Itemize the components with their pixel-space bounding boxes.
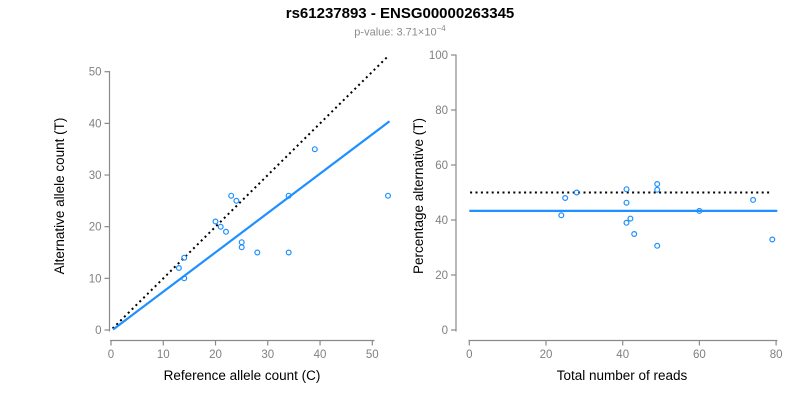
data-point [558,212,565,219]
fit-line [112,120,391,331]
y-tick-label: 80 [435,105,448,117]
data-point [217,223,224,230]
y-axis-label: Alternative allele count (T) [52,118,67,275]
data-point [654,181,661,188]
y-tick-label: 0 [442,325,448,337]
data-point [627,215,634,222]
data-point [238,239,245,246]
y-tick-label: 30 [89,170,102,182]
y-tick-label: 0 [95,325,101,337]
data-point [238,244,245,251]
data-point [623,219,630,226]
y-tick-label: 40 [435,215,448,227]
data-point [750,196,757,203]
data-point [623,199,630,206]
data-point [181,275,188,282]
data-point [385,192,392,199]
data-point [228,192,235,199]
data-point [175,265,182,272]
x-axis-label: Total number of reads [557,368,688,383]
data-point [212,218,219,225]
data-point [562,195,569,202]
identity-line [111,55,389,330]
p-value-text: p-value: 3.71×10 [354,26,437,39]
data-point [573,189,580,196]
data-point [233,197,240,204]
y-tick-label: 20 [435,270,448,282]
y-tick-label: 100 [429,50,448,62]
data-point [223,228,230,235]
x-tick-label: 50 [366,349,379,361]
data-point [181,254,188,261]
x-tick-label: 10 [157,349,170,361]
data-point [654,186,661,193]
figure-subtitle: p-value: 3.71×10−4 [0,24,800,39]
x-tick-label: 0 [108,349,114,361]
x-tick-label: 40 [616,349,629,361]
data-point [623,186,630,193]
y-tick-label: 40 [89,118,102,130]
y-axis-label: Percentage alternative (T) [411,118,426,274]
x-axis-label: Reference allele count (C) [164,368,321,383]
y-tick-label: 50 [89,67,102,79]
y-tick-label: 10 [89,273,102,285]
p-value-exponent: −4 [436,24,446,33]
x-tick-label: 20 [209,349,222,361]
y-tick-label: 60 [435,160,448,172]
data-point [696,207,703,214]
x-tick-label: 60 [693,349,706,361]
y-tick-label: 20 [89,222,102,234]
x-tick-label: 20 [540,349,553,361]
data-point [285,249,292,256]
data-point [654,242,661,249]
x-tick-label: 80 [770,349,783,361]
x-tick-label: 30 [261,349,274,361]
figure-title: rs61237893 - ENSG00000263345 [285,5,515,22]
data-point [631,231,638,238]
data-point [285,192,292,199]
data-point [311,146,318,153]
data-point [254,249,261,256]
data-point [769,236,776,243]
x-tick-label: 0 [466,349,472,361]
x-tick-label: 40 [314,349,327,361]
